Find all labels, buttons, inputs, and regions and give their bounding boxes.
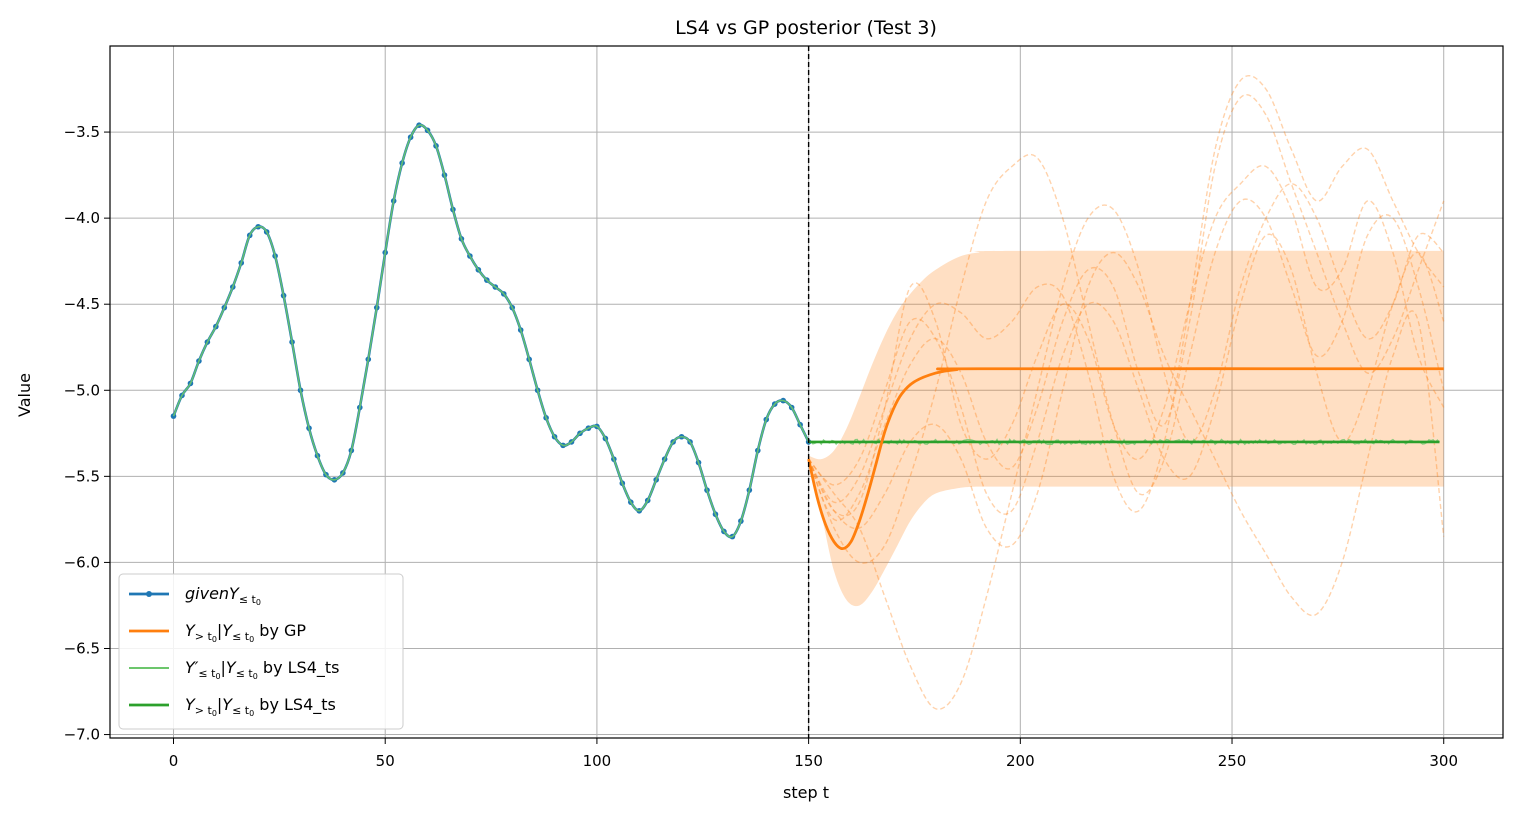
gp-sample-5 <box>808 75 1445 513</box>
gp-confidence-band <box>808 250 1444 607</box>
y-tick-label-6: −4.0 <box>64 209 100 227</box>
x-axis-label: step t <box>783 783 829 802</box>
y-tick-label-4: −5.0 <box>64 381 100 399</box>
y-tick-label-2: −6.0 <box>64 553 100 571</box>
axes: 0 50 100 150 200 250 300 −7.0 −6.5 −6.0 −5.5 −5.0 −4… <box>64 45 1504 770</box>
x-tick-label-5: 250 <box>1218 752 1247 770</box>
gp-sample-2 <box>807 93 1445 522</box>
legend: givenY≤ t0 Y> t0|Y≤ t0 by GP Y′≤ t0|Y≤ t0 … <box>118 573 404 730</box>
y-tick-label-1: −6.5 <box>64 639 100 657</box>
gp-sample-1 <box>807 153 1445 564</box>
observed-series-line <box>172 123 810 539</box>
axes-frame <box>109 45 1504 739</box>
x-tick-label-2: 100 <box>583 752 612 770</box>
x-tick-label-1: 50 <box>376 752 395 770</box>
plot-area <box>110 46 1503 738</box>
gp-mean-line <box>807 367 1444 551</box>
y-tick-label-5: −4.5 <box>64 295 100 313</box>
gp-sample-3 <box>808 183 1445 710</box>
x-tick-label-3: 150 <box>794 752 823 770</box>
legend-label-observed: givenY≤ t0 <box>185 584 261 607</box>
y-axis-label: Value <box>15 373 34 417</box>
legend-label-ls4_recon: Y′≤ t0|Y≤ t0 by LS4_ts <box>185 658 339 681</box>
x-tick-label-0: 0 <box>169 752 179 770</box>
x-tick-label-6: 300 <box>1429 752 1458 770</box>
legend-marker-observed <box>146 591 152 597</box>
x-tick-label-4: 200 <box>1006 752 1035 770</box>
legend-label-gp: Y> t0|Y≤ t0 by GP <box>185 621 306 644</box>
ls4-reconstruction-line <box>172 124 810 538</box>
gp-sample-0 <box>807 164 1445 517</box>
y-tick-label-0: −7.0 <box>64 726 100 744</box>
y-tick-label-7: −3.5 <box>64 123 100 141</box>
y-tick-label-3: −5.5 <box>64 467 100 485</box>
chart-title: LS4 vs GP posterior (Test 3) <box>675 17 937 39</box>
legend-label-ls4_forecast: Y> t0|Y≤ t0 by LS4_ts <box>185 695 336 718</box>
gp-sample-4 <box>807 251 1445 617</box>
legend-box <box>118 573 404 730</box>
